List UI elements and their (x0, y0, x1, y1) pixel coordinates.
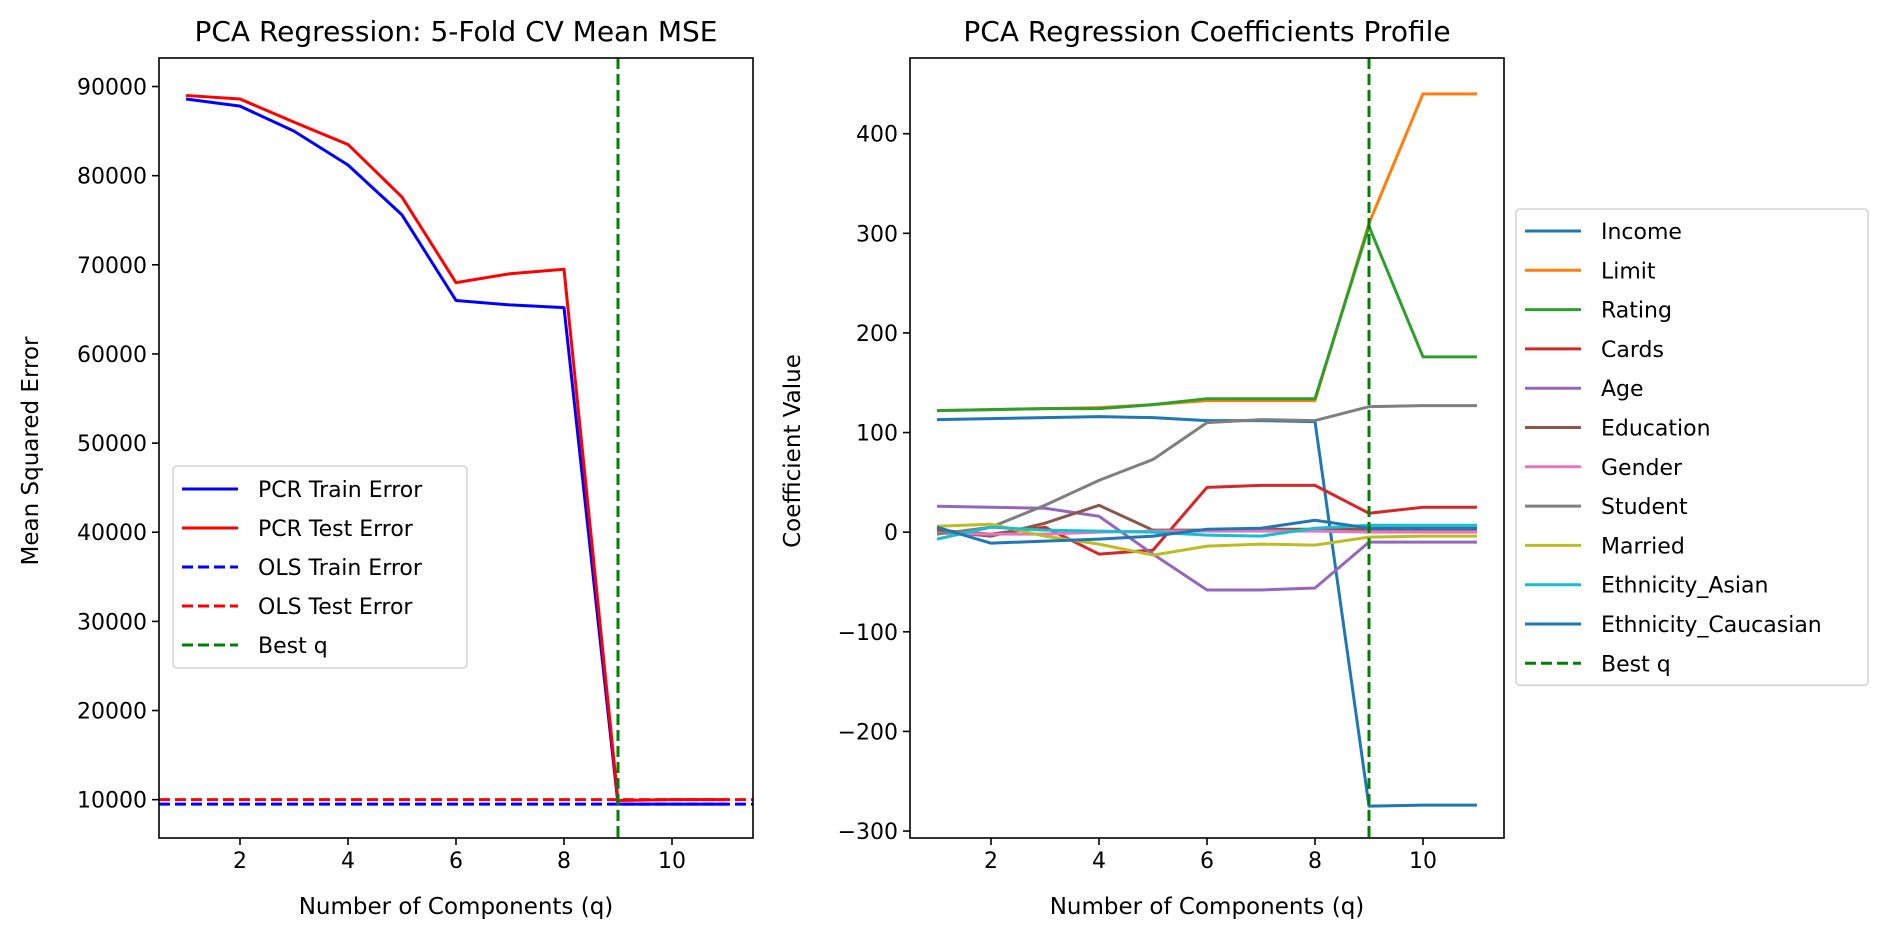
coef-series-rating-line (936, 224, 1477, 413)
mse-ytick-label: 90000 (77, 76, 147, 101)
coef-legend-label: Married (1601, 534, 1685, 559)
mse-ytick-label: 60000 (77, 343, 147, 368)
coef-legend-label: Income (1601, 220, 1682, 245)
mse-legend-label: OLS Train Error (258, 556, 423, 581)
coef-series-limit-line (936, 92, 1477, 413)
coef-legend-item: Limit (1525, 259, 1656, 284)
coef-ytick-label: 100 (856, 422, 898, 447)
coef-xtick-label: 2 (984, 849, 998, 874)
coef-legend-label: Student (1601, 495, 1688, 520)
coef-legend-label: Ethnicity_Caucasian (1601, 613, 1822, 638)
coef-legend-label: Cards (1601, 338, 1664, 363)
coef-legend-label: Age (1601, 377, 1644, 402)
mse-xtick-label: 2 (233, 849, 247, 874)
mse-xtick-label: 8 (557, 849, 571, 874)
coef-xtick-label: 4 (1092, 849, 1106, 874)
mse-ytick-label: 20000 (77, 700, 147, 725)
mse-chart-ylabel: Mean Squared Error (18, 336, 44, 565)
coef-legend-label: Rating (1601, 299, 1672, 324)
mse-ytick-label: 80000 (77, 165, 147, 190)
mse-ytick-label: 40000 (77, 521, 147, 546)
coef-legend-label: Education (1601, 417, 1711, 442)
mse-legend-item: PCR Test Error (182, 517, 414, 542)
mse-legend-item: Best q (182, 634, 328, 659)
mse-series-pcr-test-error-line (185, 93, 726, 803)
coef-series-age-line (936, 504, 1477, 592)
coef-legend-item: Income (1525, 220, 1682, 245)
mse-legend-label: Best q (258, 634, 328, 659)
coef-legend-item: Age (1525, 377, 1644, 402)
mse-legend-label: PCR Train Error (258, 478, 423, 503)
coef-legend-label: Best q (1601, 652, 1671, 677)
mse-ytick-label: 70000 (77, 254, 147, 279)
coef-series-student-line (936, 404, 1477, 536)
mse-legend-label: OLS Test Error (258, 595, 413, 620)
mse-plot-area (159, 58, 753, 838)
coef-legend-item: Cards (1525, 338, 1664, 363)
mse-series-pcr-train-error-line (185, 97, 726, 806)
coef-ytick-label: −100 (838, 621, 898, 646)
coef-xtick-label: 8 (1308, 849, 1322, 874)
coef-ytick-label: −200 (838, 720, 898, 745)
coef-legend-item: Best q (1525, 652, 1671, 677)
mse-chart-title: PCA Regression: 5-Fold CV Mean MSE (194, 15, 717, 48)
mse-axes-frame (158, 57, 754, 839)
coef-legend-box (1515, 208, 1869, 686)
mse-legend-label: PCR Test Error (258, 517, 414, 542)
coef-series-cards-line (936, 483, 1477, 556)
coef-ytick-label: 200 (856, 322, 898, 347)
mse-ytick-label: 30000 (77, 610, 147, 635)
coef-plot-area (936, 58, 1477, 838)
coef-legend-item: Student (1525, 495, 1688, 520)
coef-axes-frame (909, 57, 1505, 839)
mse-ytick-label: 10000 (77, 789, 147, 814)
coefficients-chart-panel: PCA Regression Coefficients Profile Numb… (780, 15, 1869, 920)
coef-chart-xlabel: Number of Components (q) (1050, 894, 1365, 920)
coef-legend-item: Rating (1525, 299, 1672, 324)
coef-legend-item: Ethnicity_Caucasian (1525, 613, 1822, 638)
coef-ytick-label: 300 (856, 222, 898, 247)
mse-legend-box (172, 465, 468, 669)
mse-legend: PCR Train Error PCR Test Error OLS Train E… (172, 465, 468, 669)
coef-legend-item: Gender (1525, 456, 1683, 481)
coef-ytick-label: 400 (856, 123, 898, 148)
mse-xtick-label: 6 (449, 849, 463, 874)
coef-legend: Income Limit Rating Cards Age Education Gender… (1515, 208, 1869, 686)
coef-ytick-label: −300 (838, 820, 898, 845)
coef-series-ethnicity-asian-line (936, 523, 1477, 541)
coef-xtick-label: 6 (1200, 849, 1214, 874)
mse-xtick-label: 4 (341, 849, 355, 874)
mse-legend-item: OLS Test Error (182, 595, 413, 620)
coef-chart-title: PCA Regression Coefficients Profile (963, 15, 1450, 48)
mse-ytick-label: 50000 (77, 432, 147, 457)
coef-legend-item: Education (1525, 417, 1711, 442)
coef-series-ethnicity-caucasian-line (936, 518, 1477, 545)
mse-chart-panel: PCA Regression: 5-Fold CV Mean MSE Numbe… (18, 15, 754, 920)
coef-legend-label: Ethnicity_Asian (1601, 574, 1768, 599)
coef-chart-ylabel: Coefficient Value (780, 354, 806, 548)
coef-ytick-label: 0 (884, 521, 898, 546)
mse-legend-item: OLS Train Error (182, 556, 423, 581)
coef-series-married-line (936, 522, 1477, 557)
coef-xtick-label: 10 (1409, 849, 1437, 874)
coef-legend-label: Limit (1601, 259, 1656, 284)
mse-legend-item: PCR Train Error (182, 478, 423, 503)
mse-chart-xlabel: Number of Components (q) (299, 894, 614, 920)
coef-legend-item: Married (1525, 534, 1685, 559)
coef-series-income-line (936, 415, 1477, 808)
coef-series-gender-line (936, 529, 1477, 536)
mse-xtick-label: 10 (658, 849, 686, 874)
coef-legend-item: Ethnicity_Asian (1525, 574, 1768, 599)
coef-legend-label: Gender (1601, 456, 1683, 481)
